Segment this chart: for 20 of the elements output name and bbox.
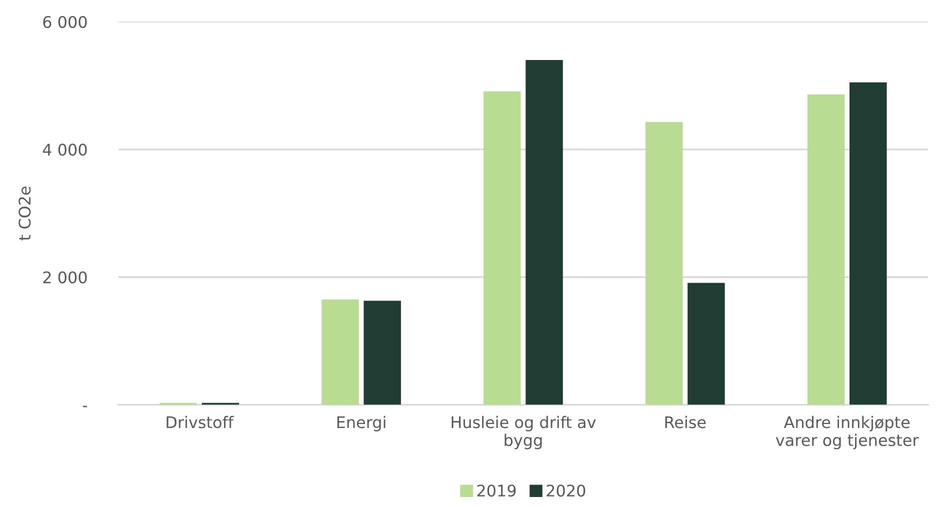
bar <box>322 299 359 405</box>
y-axis-title: t CO2e <box>18 186 31 240</box>
bar <box>688 282 725 405</box>
bar <box>364 300 401 405</box>
x-tick-label: Reise <box>665 416 706 428</box>
x-tick-label: Energi <box>337 416 386 432</box>
y-tick-label: 2 000 <box>43 271 87 284</box>
legend-label: 2019 <box>477 484 516 497</box>
x-tick-label: Husleie og drift av bygg <box>452 416 596 450</box>
bar <box>526 60 563 405</box>
y-tick-label: 6 000 <box>43 16 87 28</box>
bar <box>645 122 683 405</box>
x-tick-label: Drivstoff <box>166 416 234 428</box>
y-tick-label: 4 000 <box>42 144 87 156</box>
bar <box>850 82 887 405</box>
legend-label: 2020 <box>546 484 586 497</box>
x-tick-label: Andre innkjøpte varer og tjenester <box>776 416 919 450</box>
bar <box>484 91 521 405</box>
y-tick-label: - <box>82 406 88 408</box>
bar <box>807 94 845 405</box>
